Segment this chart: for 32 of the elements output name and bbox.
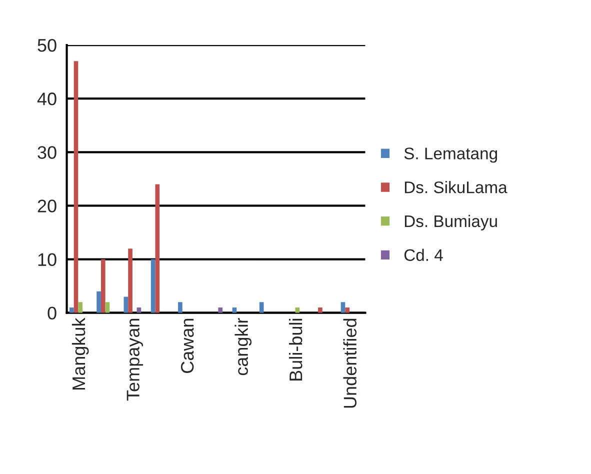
bar bbox=[340, 302, 346, 313]
bar bbox=[318, 307, 322, 313]
bar bbox=[218, 307, 223, 313]
x-tick-label: Buli-buli bbox=[288, 318, 302, 380]
y-tick-label: 40 bbox=[37, 92, 56, 106]
legend-label: S. Lematang bbox=[404, 148, 498, 163]
legend-label: Ds. SikuLama bbox=[404, 181, 508, 194]
legend-label: Cd. 4 bbox=[404, 248, 443, 261]
bar bbox=[150, 259, 156, 313]
bar bbox=[100, 259, 106, 313]
bar bbox=[178, 302, 182, 313]
legend-label: Ds. Bumiayu bbox=[404, 214, 497, 230]
bar bbox=[295, 307, 300, 313]
y-tick-label: 10 bbox=[38, 253, 56, 266]
bar bbox=[345, 307, 350, 313]
y-tick-label: 20 bbox=[38, 200, 56, 212]
x-tick-label: cangkir bbox=[234, 318, 252, 376]
bar bbox=[69, 307, 74, 313]
y-tick-label: 50 bbox=[38, 38, 56, 52]
y-tick-label: 0 bbox=[48, 306, 56, 320]
x-tick-label: Mangkuk bbox=[72, 318, 89, 390]
x-tick-label: Tempayan bbox=[126, 318, 144, 401]
y-tick-label: 30 bbox=[38, 146, 56, 159]
x-tick-label: Undentified bbox=[343, 318, 357, 408]
bar bbox=[128, 248, 132, 313]
bar bbox=[105, 302, 110, 313]
bar bbox=[78, 302, 83, 313]
bar bbox=[96, 291, 101, 313]
bar bbox=[74, 61, 78, 313]
bar bbox=[259, 302, 264, 313]
x-tick-label: Cawan bbox=[180, 318, 194, 373]
bar bbox=[155, 184, 160, 313]
